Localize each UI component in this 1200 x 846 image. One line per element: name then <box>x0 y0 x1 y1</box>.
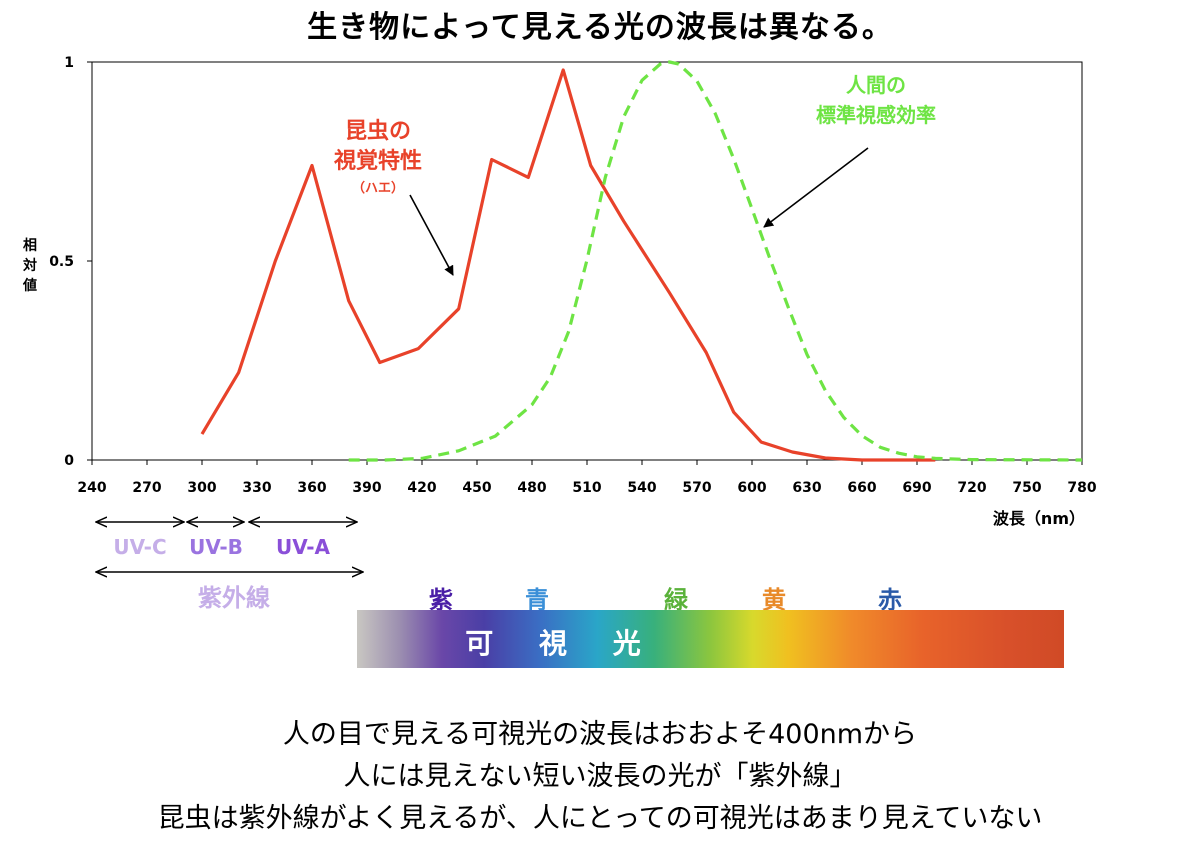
color-yellow: 黄 <box>762 586 786 614</box>
human-label-line2: 標準視感効率 <box>816 103 936 127</box>
y-axis-label-char-2: 対 <box>22 257 37 274</box>
color-red: 赤 <box>878 586 902 614</box>
y-axis-label-char-3: 値 <box>22 277 37 294</box>
visible-spectrum-bar <box>357 610 1064 668</box>
x-tick-label: 510 <box>572 480 601 496</box>
x-tick-label: 720 <box>957 480 986 496</box>
y-axis-label-char-1: 相 <box>23 237 37 254</box>
uvc-label: UV-C <box>113 535 166 559</box>
x-tick-label: 360 <box>297 480 326 496</box>
x-tick-label: 450 <box>462 480 491 496</box>
uva-label: UV-A <box>276 535 331 559</box>
insect-sensitivity-line <box>200 68 936 462</box>
y-tick-label: 1 <box>64 55 74 71</box>
x-tick-label: 540 <box>627 480 656 496</box>
x-axis: 240 270 300 330 360 390 420 450 480 510 540 570 600 6… <box>77 460 1097 496</box>
x-tick-label: 780 <box>1067 480 1096 496</box>
human-arrow <box>763 147 869 228</box>
x-tick-label: 570 <box>682 480 711 496</box>
ultraviolet-label: 紫外線 <box>198 584 270 612</box>
series-layer <box>200 60 1083 462</box>
visible-light-label: 可 視 光 <box>465 627 659 660</box>
color-green: 緑 <box>664 586 688 614</box>
color-blue: 青 <box>525 586 549 614</box>
x-tick-label: 240 <box>77 480 106 496</box>
human-label-line1: 人間の <box>846 73 906 97</box>
caption-line-2: 人には見えない短い波長の光が「紫外線」 <box>343 761 857 792</box>
x-tick-label: 270 <box>132 480 161 496</box>
page-title: 生き物によって見える光の波長は異なる。 <box>307 10 893 45</box>
caption-line-1: 人の目で見える可視光の波長はおおよそ400nmから <box>282 719 918 750</box>
x-tick-label: 480 <box>517 480 546 496</box>
x-tick-label: 750 <box>1012 480 1041 496</box>
uvb-label: UV-B <box>189 535 243 559</box>
x-tick-label: 390 <box>352 480 381 496</box>
x-axis-label: 波長（nm） <box>993 509 1085 528</box>
y-tick-label: 0.5 <box>49 254 74 270</box>
insect-label-line1: 昆虫の <box>345 118 411 144</box>
caption-line-3: 昆虫は紫外線がよく見えるが、人にとっての可視光はあまり見えていない <box>157 803 1043 834</box>
insect-label-line2: 視覚特性 <box>334 148 422 174</box>
x-tick-label: 600 <box>737 480 766 496</box>
x-tick-label: 630 <box>792 480 821 496</box>
x-tick-label: 330 <box>242 480 271 496</box>
x-tick-label: 420 <box>407 480 436 496</box>
insect-label-line3: （ハエ） <box>352 180 404 196</box>
human-luminosity-line <box>348 60 1083 462</box>
x-tick-label: 300 <box>187 480 216 496</box>
y-axis: 00.51 <box>49 55 92 469</box>
color-violet: 紫 <box>429 586 453 614</box>
x-tick-label: 660 <box>847 480 876 496</box>
x-tick-label: 690 <box>902 480 931 496</box>
y-tick-label: 0 <box>64 453 74 469</box>
insect-arrow <box>409 194 454 276</box>
